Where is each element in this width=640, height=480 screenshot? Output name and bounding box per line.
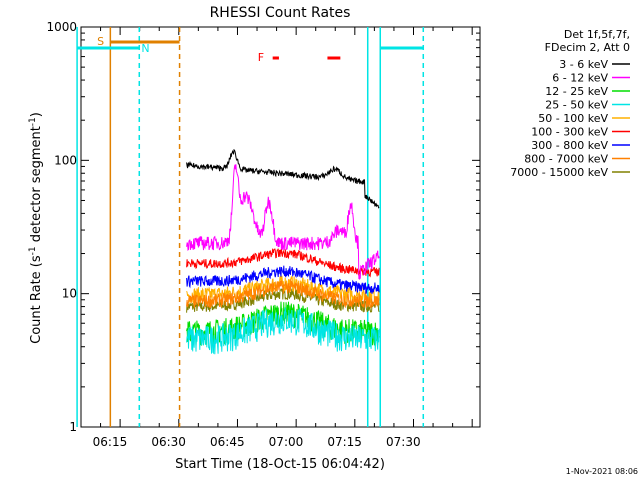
series-line: [186, 164, 380, 281]
series-line: [186, 307, 380, 355]
y-tick-label: 10: [62, 287, 77, 301]
y-axis-label: Count Rate (s-1 detector segment-1): [28, 112, 44, 344]
x-tick-label: 06:45: [210, 435, 245, 449]
series-line: [186, 278, 380, 309]
annotation-label: S: [97, 35, 104, 48]
footer-timestamp: 1-Nov-2021 08:06: [566, 467, 638, 476]
x-tick-label: 07:30: [386, 435, 421, 449]
legend-label: 7000 - 15000 keV: [510, 166, 608, 179]
y-tick-label: 1000: [46, 20, 77, 34]
x-axis-label: Start Time (18-Oct-15 06:04:42): [175, 457, 385, 472]
x-tick-label: 07:15: [327, 435, 362, 449]
annotation-label: N: [141, 42, 149, 55]
y-label-superscript-2: -1: [28, 117, 38, 126]
y-label-mid: detector segment: [29, 126, 44, 246]
x-tick-label: 06:30: [151, 435, 186, 449]
y-label-superscript-1: -1: [28, 246, 38, 255]
legend-label: 6 - 12 keV: [552, 72, 608, 85]
legend-label: 100 - 300 keV: [531, 126, 608, 139]
x-tick-label: 07:00: [269, 435, 304, 449]
legend-label: 12 - 25 keV: [545, 85, 608, 98]
y-label-main: Count Rate (s: [29, 255, 44, 344]
legend-label: 25 - 50 keV: [545, 99, 608, 112]
chart-title: RHESSI Count Rates: [210, 5, 351, 21]
legend-header: Det 1f,5f,7f,: [564, 28, 630, 41]
x-tick-label: 06:15: [93, 435, 128, 449]
series-line: [186, 265, 380, 295]
legend-header: FDecim 2, Att 0: [545, 41, 630, 54]
legend-label: 800 - 7000 keV: [524, 153, 608, 166]
plot-frame: [80, 26, 481, 428]
plot-area: [76, 26, 481, 428]
legend-label: 3 - 6 keV: [559, 58, 608, 71]
annotation-label: F: [258, 51, 264, 64]
series-line: [186, 247, 380, 278]
y-tick-label: 100: [54, 153, 77, 167]
y-label-end: ): [29, 112, 44, 117]
legend-label: 50 - 100 keV: [538, 112, 608, 125]
series-line: [186, 149, 380, 209]
y-tick-label: 1: [69, 420, 77, 434]
legend-label: 300 - 800 keV: [531, 139, 608, 152]
